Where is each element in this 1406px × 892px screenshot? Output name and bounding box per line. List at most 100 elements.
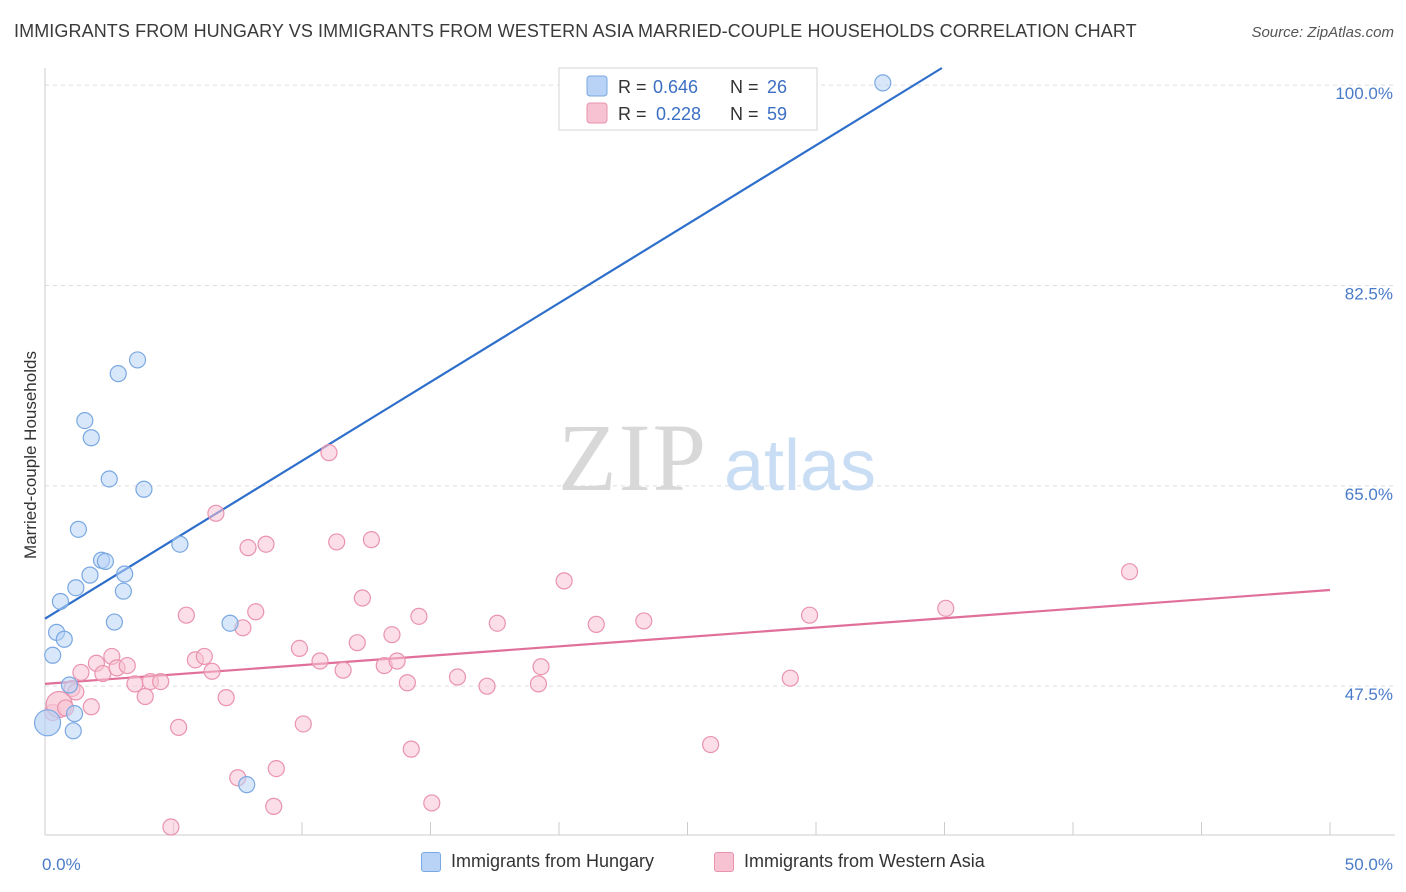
point-hungary-10 xyxy=(76,411,94,430)
point-western-asia-54 xyxy=(635,612,653,630)
point-western-asia-41 xyxy=(383,626,401,644)
tick-labels: 47.5% 65.0% 82.5% 100.0% 0.0% 50.0% xyxy=(42,84,1393,874)
point-hungary-12 xyxy=(82,429,100,447)
point-western-asia-27 xyxy=(247,603,265,621)
point-western-asia-22 xyxy=(207,504,225,522)
legend-n-value-hungary: 26 xyxy=(767,77,787,97)
point-western-asia-45 xyxy=(410,607,428,625)
point-western-asia-29 xyxy=(265,797,283,815)
chart-title: IMMIGRANTS FROM HUNGARY VS IMMIGRANTS FR… xyxy=(14,21,1137,41)
point-hungary-9 xyxy=(69,520,88,538)
point-western-asia-49 xyxy=(488,614,506,632)
y-tick-label-3: 100.0% xyxy=(1335,84,1393,103)
x-tick-label-1: 50.0% xyxy=(1345,855,1393,874)
point-western-asia-52 xyxy=(555,572,573,590)
trend-line-western-asia xyxy=(44,588,1331,685)
legend-n-value-western-asia: 59 xyxy=(767,104,787,124)
axes xyxy=(44,68,1395,836)
point-western-asia-6 xyxy=(82,698,100,716)
legend-n-label-hungary: N = xyxy=(730,77,759,97)
point-hungary-4 xyxy=(55,630,73,648)
point-western-asia-13 xyxy=(136,687,154,706)
legend-swatch-western-asia-bottom xyxy=(714,851,734,872)
point-hungary-15 xyxy=(100,470,118,488)
point-hungary-24 xyxy=(238,776,256,794)
point-western-asia-23 xyxy=(217,689,235,707)
point-hungary-14 xyxy=(96,552,114,570)
point-western-asia-20 xyxy=(195,647,213,666)
point-hungary-3 xyxy=(51,592,70,611)
legend-swatch-hungary xyxy=(586,75,608,97)
point-western-asia-56 xyxy=(781,669,799,687)
point-western-asia-37 xyxy=(348,634,366,652)
point-hungary-7 xyxy=(65,705,84,723)
point-western-asia-36 xyxy=(334,661,352,679)
point-hungary-11 xyxy=(81,566,99,584)
point-hungary-16 xyxy=(105,613,123,631)
point-western-asia-50 xyxy=(529,675,548,693)
point-western-asia-30 xyxy=(267,760,285,778)
point-hungary-18 xyxy=(114,582,132,600)
series-hungary-points xyxy=(33,74,892,794)
point-hungary-22 xyxy=(171,535,189,553)
point-western-asia-5 xyxy=(72,663,90,682)
point-western-asia-15 xyxy=(152,672,170,691)
series-legend: Immigrants from Hungary Immigrants from … xyxy=(0,851,1406,879)
point-hungary-23 xyxy=(221,614,239,632)
watermark-zip: ZIP xyxy=(558,404,708,511)
y-tick-label-0: 47.5% xyxy=(1345,685,1393,704)
point-western-asia-28 xyxy=(257,535,275,553)
point-western-asia-17 xyxy=(170,718,188,736)
point-hungary-17 xyxy=(109,365,127,383)
legend-item-western-asia: Immigrants from Western Asia xyxy=(714,851,985,872)
source-credit: Source: ZipAtlas.com xyxy=(1251,24,1394,41)
point-hungary-6 xyxy=(64,722,82,740)
point-western-asia-31 xyxy=(290,639,309,658)
legend-n-label-western-asia: N = xyxy=(730,104,759,124)
point-western-asia-58 xyxy=(937,599,955,617)
point-western-asia-16 xyxy=(162,818,180,836)
point-hungary-25 xyxy=(874,74,892,92)
point-western-asia-59 xyxy=(1120,563,1139,581)
gridlines xyxy=(45,84,1395,687)
point-western-asia-55 xyxy=(702,735,720,754)
point-hungary-21 xyxy=(135,480,153,498)
legend-r-value-western-asia: 0.228 xyxy=(656,104,701,124)
point-western-asia-18 xyxy=(177,606,195,624)
point-western-asia-33 xyxy=(311,652,329,670)
point-hungary-20 xyxy=(128,351,147,369)
point-western-asia-47 xyxy=(448,668,467,686)
point-western-asia-11 xyxy=(118,656,136,675)
point-western-asia-43 xyxy=(398,674,416,692)
watermark: ZIP atlas xyxy=(558,404,876,511)
y-axis-label: Married-couple Households xyxy=(21,351,40,559)
point-western-asia-46 xyxy=(423,794,441,812)
legend-item-hungary: Immigrants from Hungary xyxy=(421,851,654,872)
trend-lines xyxy=(44,67,1331,685)
legend-r-label-hungary: R = xyxy=(618,77,647,97)
point-western-asia-53 xyxy=(587,615,605,633)
trend-line-hungary xyxy=(44,67,943,620)
legend-label-western-asia: Immigrants from Western Asia xyxy=(744,851,985,871)
legend-label-hungary: Immigrants from Hungary xyxy=(451,851,655,871)
point-western-asia-51 xyxy=(532,658,550,676)
point-hungary-19 xyxy=(116,565,134,583)
point-hungary-0 xyxy=(33,709,62,737)
point-western-asia-39 xyxy=(362,531,380,549)
legend-r-label-western-asia: R = xyxy=(618,104,647,124)
point-western-asia-57 xyxy=(800,606,819,624)
y-tick-label-1: 65.0% xyxy=(1345,485,1393,504)
watermark-atlas: atlas xyxy=(724,426,876,506)
point-western-asia-26 xyxy=(239,539,257,557)
legend-r-value-hungary: 0.646 xyxy=(653,77,698,97)
point-hungary-8 xyxy=(67,579,85,597)
point-western-asia-35 xyxy=(328,533,346,551)
legend-swatch-hungary-bottom xyxy=(421,851,441,872)
point-hungary-5 xyxy=(60,676,79,694)
point-western-asia-32 xyxy=(294,715,312,733)
y-tick-label-2: 82.5% xyxy=(1345,285,1393,304)
point-western-asia-21 xyxy=(203,662,221,680)
correlation-legend: R = 0.646 N = 26 R = 0.228 N = 59 xyxy=(558,67,818,131)
point-western-asia-38 xyxy=(353,589,371,607)
